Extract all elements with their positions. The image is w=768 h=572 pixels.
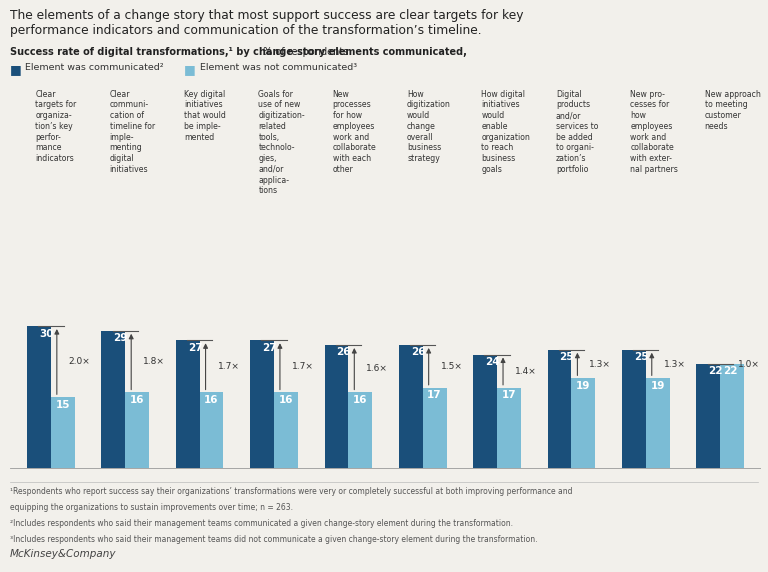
Text: Success rate of digital transformations,¹ by change-story elements communicated,: Success rate of digital transformations,… — [10, 47, 467, 57]
Bar — [274, 392, 298, 468]
Text: 26: 26 — [411, 347, 425, 358]
Text: Element was not communicated³: Element was not communicated³ — [200, 63, 357, 72]
Text: equipping the organizations to sustain improvements over time; n = 263.: equipping the organizations to sustain i… — [10, 503, 293, 513]
Text: Goals for
use of new
digitization-
related
tools,
technolo-
gies,
and/or
applica: Goals for use of new digitization- relat… — [258, 90, 305, 195]
Text: 22: 22 — [723, 367, 738, 376]
Bar — [473, 355, 497, 468]
Text: 17: 17 — [502, 390, 516, 400]
Text: 2.0×: 2.0× — [68, 357, 91, 366]
Text: ■: ■ — [184, 63, 196, 76]
Text: ■: ■ — [10, 63, 22, 76]
Text: The elements of a change story that most support success are clear targets for k: The elements of a change story that most… — [10, 9, 524, 22]
Bar — [51, 397, 74, 468]
Text: 16: 16 — [279, 395, 293, 405]
Bar — [101, 331, 125, 468]
Bar — [646, 378, 670, 468]
Text: 16: 16 — [204, 395, 219, 405]
Text: Element was communicated²: Element was communicated² — [25, 63, 164, 72]
Bar — [125, 392, 149, 468]
Bar — [200, 392, 223, 468]
Text: 1.5×: 1.5× — [441, 362, 462, 371]
Text: 27: 27 — [262, 343, 276, 353]
Text: Key digital
initiatives
that would
be imple-
mented: Key digital initiatives that would be im… — [184, 90, 226, 141]
Text: 17: 17 — [427, 390, 442, 400]
Text: How digital
initiatives
would
enable
organization
to reach
business
goals: How digital initiatives would enable org… — [482, 90, 531, 174]
Text: New
processes
for how
employees
work and
collaborate
with each
other: New processes for how employees work and… — [333, 90, 376, 174]
Text: 24: 24 — [485, 357, 500, 367]
Bar — [720, 364, 744, 468]
Text: % of respondents: % of respondents — [10, 47, 349, 57]
Text: 19: 19 — [576, 380, 591, 391]
Text: ¹Respondents who report success say their organizations’ transformations were ve: ¹Respondents who report success say thei… — [10, 487, 572, 496]
Bar — [548, 350, 571, 468]
Text: ³Includes respondents who said their management teams did not communicate a give: ³Includes respondents who said their man… — [10, 535, 538, 545]
Text: Clear
targets for
organiza-
tion’s key
perfor-
mance
indicators: Clear targets for organiza- tion’s key p… — [35, 90, 77, 163]
Bar — [497, 388, 521, 468]
Text: 25: 25 — [634, 352, 648, 362]
Text: 1.7×: 1.7× — [292, 362, 313, 371]
Text: 29: 29 — [114, 333, 127, 343]
Bar — [697, 364, 720, 468]
Text: New pro-
cesses for
how
employees
work and
collaborate
with exter-
nal partners: New pro- cesses for how employees work a… — [631, 90, 678, 174]
Bar — [176, 340, 200, 468]
Text: 1.0×: 1.0× — [738, 360, 760, 368]
Text: Digital
products
and/or
services to
be added
to organi-
zation’s
portfolio: Digital products and/or services to be a… — [556, 90, 598, 174]
Text: 1.3×: 1.3× — [589, 360, 611, 368]
Bar — [250, 340, 274, 468]
Text: Clear
communi-
cation of
timeline for
imple-
menting
digital
initiatives: Clear communi- cation of timeline for im… — [110, 90, 155, 174]
Bar — [349, 392, 372, 468]
Text: 30: 30 — [39, 328, 54, 339]
Text: 1.3×: 1.3× — [664, 360, 686, 368]
Text: performance indicators and communication of the transformation’s timeline.: performance indicators and communication… — [10, 24, 482, 37]
Text: 22: 22 — [708, 367, 723, 376]
Text: 1.4×: 1.4× — [515, 367, 537, 376]
Bar — [399, 345, 422, 468]
Text: 1.7×: 1.7× — [217, 362, 240, 371]
Text: 19: 19 — [650, 380, 665, 391]
Bar — [422, 388, 446, 468]
Text: New approach
to meeting
customer
needs: New approach to meeting customer needs — [704, 90, 760, 131]
Text: 25: 25 — [560, 352, 574, 362]
Bar — [325, 345, 349, 468]
Text: How
digitization
would
change
overall
business
strategy: How digitization would change overall bu… — [407, 90, 451, 163]
Text: 1.6×: 1.6× — [366, 364, 388, 374]
Text: 1.8×: 1.8× — [143, 357, 165, 366]
Text: 26: 26 — [336, 347, 351, 358]
Text: 16: 16 — [130, 395, 144, 405]
Text: ²Includes respondents who said their management teams communicated a given chang: ²Includes respondents who said their man… — [10, 519, 513, 529]
Text: 16: 16 — [353, 395, 368, 405]
Text: McKinsey&Company: McKinsey&Company — [10, 550, 117, 559]
Bar — [622, 350, 646, 468]
Bar — [571, 378, 595, 468]
Bar — [27, 326, 51, 468]
Text: 27: 27 — [187, 343, 202, 353]
Text: 15: 15 — [55, 399, 70, 410]
